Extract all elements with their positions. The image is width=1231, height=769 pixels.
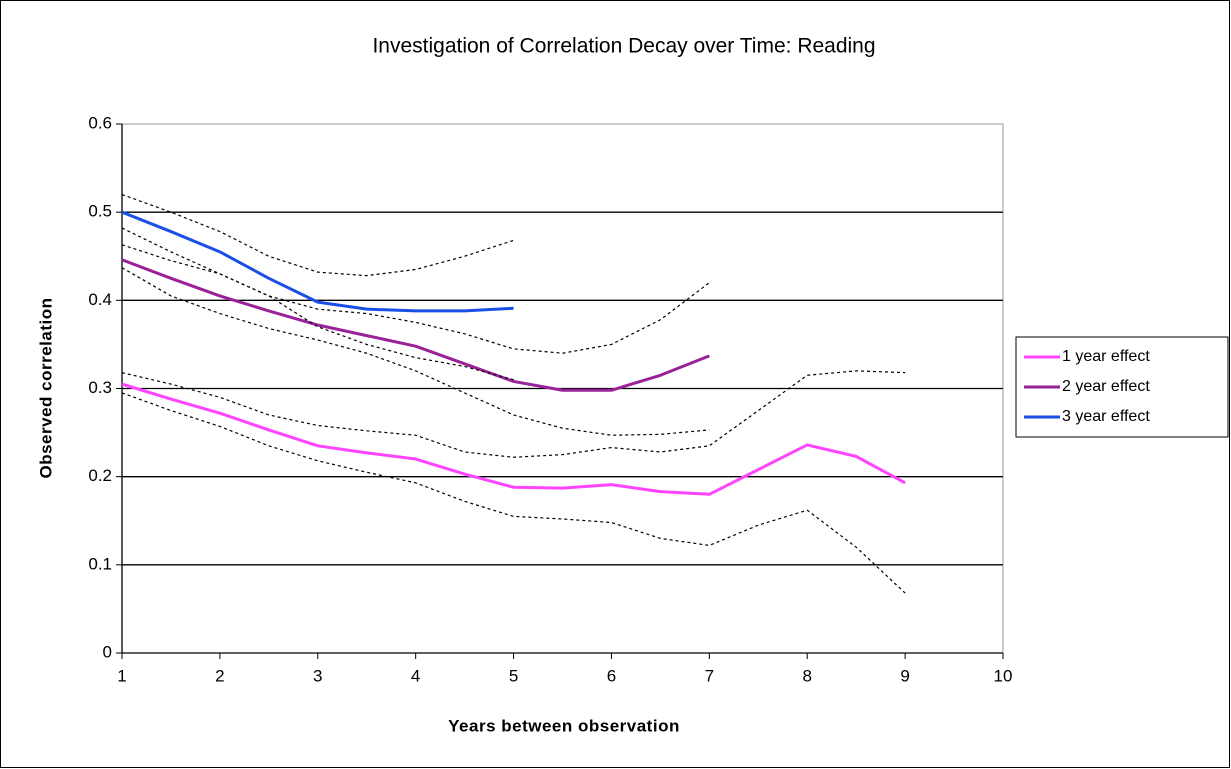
bound-line: [121, 370, 906, 458]
y-tick-label: 0: [103, 642, 112, 661]
series-line: [121, 210, 514, 313]
x-axis-title: Years between observation: [448, 716, 680, 735]
chart-title: Investigation of Correlation Decay over …: [372, 35, 875, 58]
legend-label: 1 year effect: [1062, 348, 1150, 365]
x-tick-label: 8: [802, 666, 811, 685]
y-tick-label: 0.4: [88, 290, 112, 309]
legend-label: 2 year effect: [1062, 378, 1150, 395]
x-tick-label: 2: [215, 666, 224, 685]
bound-line: [121, 267, 710, 436]
x-tick-label: 10: [994, 666, 1013, 685]
bound-line: [121, 193, 514, 277]
x-tick-label: 9: [900, 666, 909, 685]
x-tick-label: 4: [411, 666, 420, 685]
bound-line: [121, 392, 906, 594]
y-tick-label: 0.5: [88, 202, 112, 221]
legend-label: 3 year effect: [1062, 408, 1150, 425]
x-tick-label: 1: [117, 666, 126, 685]
x-tick-label: 7: [705, 666, 714, 685]
series-line: [121, 382, 906, 496]
y-tick-label: 0.3: [88, 378, 112, 397]
y-tick-label: 0.2: [88, 466, 112, 485]
x-tick-label: 3: [313, 666, 322, 685]
bound-line: [121, 227, 514, 381]
x-tick-label: 6: [607, 666, 616, 685]
series-line: [121, 258, 710, 392]
y-tick-label: 0.1: [88, 554, 112, 573]
y-axis-title: Observed correlation: [36, 297, 55, 478]
x-tick-label: 5: [509, 666, 518, 685]
y-tick-label: 0.6: [88, 113, 112, 132]
